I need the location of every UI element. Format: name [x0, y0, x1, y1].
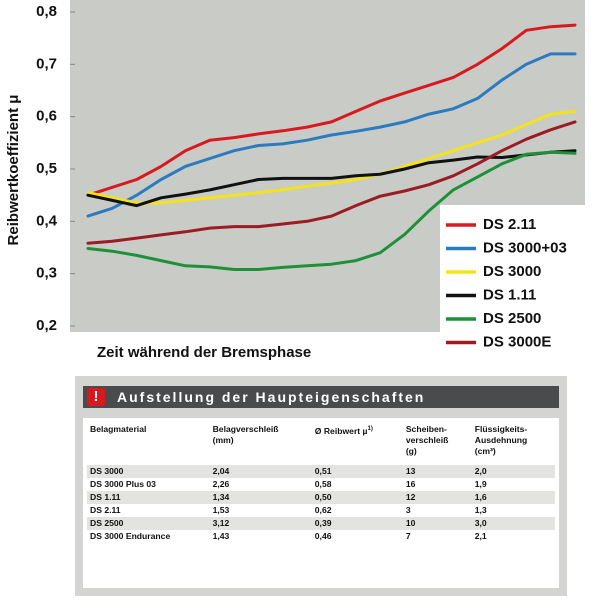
table-title: Aufstellung der Haupteigenschaften: [117, 389, 426, 405]
table-cell: DS 2500: [87, 517, 210, 530]
table-cell: 16: [405, 479, 416, 489]
y-tick-label: 0,3: [36, 265, 57, 282]
series-line: [86, 109, 577, 205]
table-cell: DS 3000 Endurance: [90, 531, 171, 541]
table-cell: 7: [405, 531, 411, 541]
table-cell: 0,62: [314, 505, 332, 515]
table-cell: 3: [405, 505, 411, 515]
table: Belagmaterial Belagverschleiß (mm) Ø Reibw…: [87, 422, 555, 543]
y-tick-label: 0,2: [36, 317, 57, 334]
table-row: DS 2500 3,12 0,39 10 3,0: [87, 517, 555, 530]
y-tick-label: 0,5: [36, 160, 57, 177]
table-row: DS 3000 2,04 0,51 13 2,0: [87, 465, 555, 478]
table-cell: DS 3000: [87, 465, 210, 478]
legend-label: DS 2500: [483, 310, 541, 327]
table-cell: 3,0: [471, 517, 555, 530]
header-text: Ø Reibwert µ: [314, 425, 368, 436]
table-container: Belagmaterial Belagverschleiß (mm) Ø Reibw…: [83, 418, 559, 588]
table-cell: 2,1: [474, 531, 487, 541]
series-group: [86, 150, 577, 271]
series-group: [86, 120, 577, 245]
table-cell: DS 1.11: [87, 491, 210, 504]
table-cell: 1,3: [474, 505, 487, 515]
table-cell: DS 2.11: [90, 505, 121, 515]
series-group: [86, 149, 577, 208]
y-tick-label: 0,4: [36, 212, 58, 229]
header-text: Flüssigkeits- Ausdehnung (cm³): [474, 424, 528, 456]
table-cell: 1,6: [471, 491, 555, 504]
series-group: [86, 52, 577, 218]
legend-label: DS 3000: [483, 263, 541, 280]
table-cell: 2,0: [471, 465, 555, 478]
chart: Reibwertkoeffizient μ Zeit während der B…: [5, 0, 586, 362]
footnote-mark: 1): [367, 426, 373, 432]
table-row: DS 2.11 1,53 0,62 3 1,3: [87, 504, 555, 517]
header-row: Belagmaterial Belagverschleiß (mm) Ø Reibw…: [87, 422, 555, 465]
table-cell: 0,58: [314, 479, 332, 489]
table-cell: 1,34: [209, 491, 312, 504]
table-cell: 1,53: [212, 505, 230, 515]
table-cell: 0,51: [311, 465, 403, 478]
header-cell: Flüssigkeits- Ausdehnung (cm³): [472, 422, 555, 465]
header-text: Scheiben- verschleiß (g): [405, 424, 449, 456]
table-cell: 12: [402, 491, 472, 504]
table-cell: 0,39: [311, 517, 403, 530]
y-tick-label: 0,6: [36, 108, 57, 125]
header-cell: Belagmaterial: [87, 422, 210, 465]
table-cell: 0,46: [314, 531, 332, 541]
table-cell: 1,43: [212, 531, 230, 541]
table-cell: DS 3000 Plus 03: [90, 479, 156, 489]
table-cell: 1,9: [474, 479, 487, 489]
legend-label: DS 1.11: [483, 286, 536, 303]
table-row: DS 1.11 1,34 0,50 12 1,6: [87, 491, 555, 504]
table-header-bar: ! Aufstellung der Haupteigenschaften: [83, 386, 559, 408]
warning-icon: !: [87, 388, 105, 406]
series-group: [86, 23, 577, 197]
series-line: [86, 150, 577, 271]
table-row: DS 3000 Plus 03 2,26 0,58 16 1,9: [87, 478, 555, 491]
y-axis-label: Reibwertkoeffizient μ: [5, 95, 22, 246]
series-line: [86, 52, 577, 218]
table-cell: 13: [402, 465, 472, 478]
y-tick-label: 0,7: [36, 55, 57, 72]
legend-label: DS 3000+03: [483, 239, 567, 256]
header-cell: Belagverschleiß (mm): [210, 422, 312, 465]
series-line: [86, 149, 577, 208]
table-cell: 3,12: [209, 517, 312, 530]
table-cell: 2,04: [209, 465, 312, 478]
legend: [440, 205, 586, 362]
table-panel: ! Aufstellung der Haupteigenschaften Bel…: [75, 376, 567, 596]
legend-label: DS 2.11: [483, 216, 536, 233]
series-line: [86, 120, 577, 245]
table-cell: 2,26: [212, 479, 230, 489]
legend-label: DS 3000E: [483, 333, 551, 350]
table-row: DS 3000 Endurance 1,43 0,46 7 2,1: [87, 530, 555, 543]
table-cell: 10: [402, 517, 472, 530]
table-cell: 0,50: [311, 491, 403, 504]
x-axis-label: Zeit während der Bremsphase: [97, 344, 311, 361]
header-cell: Ø Reibwert µ1): [312, 422, 403, 465]
y-tick-label: 0,8: [36, 3, 57, 20]
header-cell: Scheiben- verschleiß (g): [403, 422, 472, 465]
series-group: [86, 109, 577, 205]
header-text: Belagverschleiß (mm): [212, 424, 279, 445]
series-line: [86, 23, 577, 197]
header-text: Belagmaterial: [90, 424, 147, 434]
